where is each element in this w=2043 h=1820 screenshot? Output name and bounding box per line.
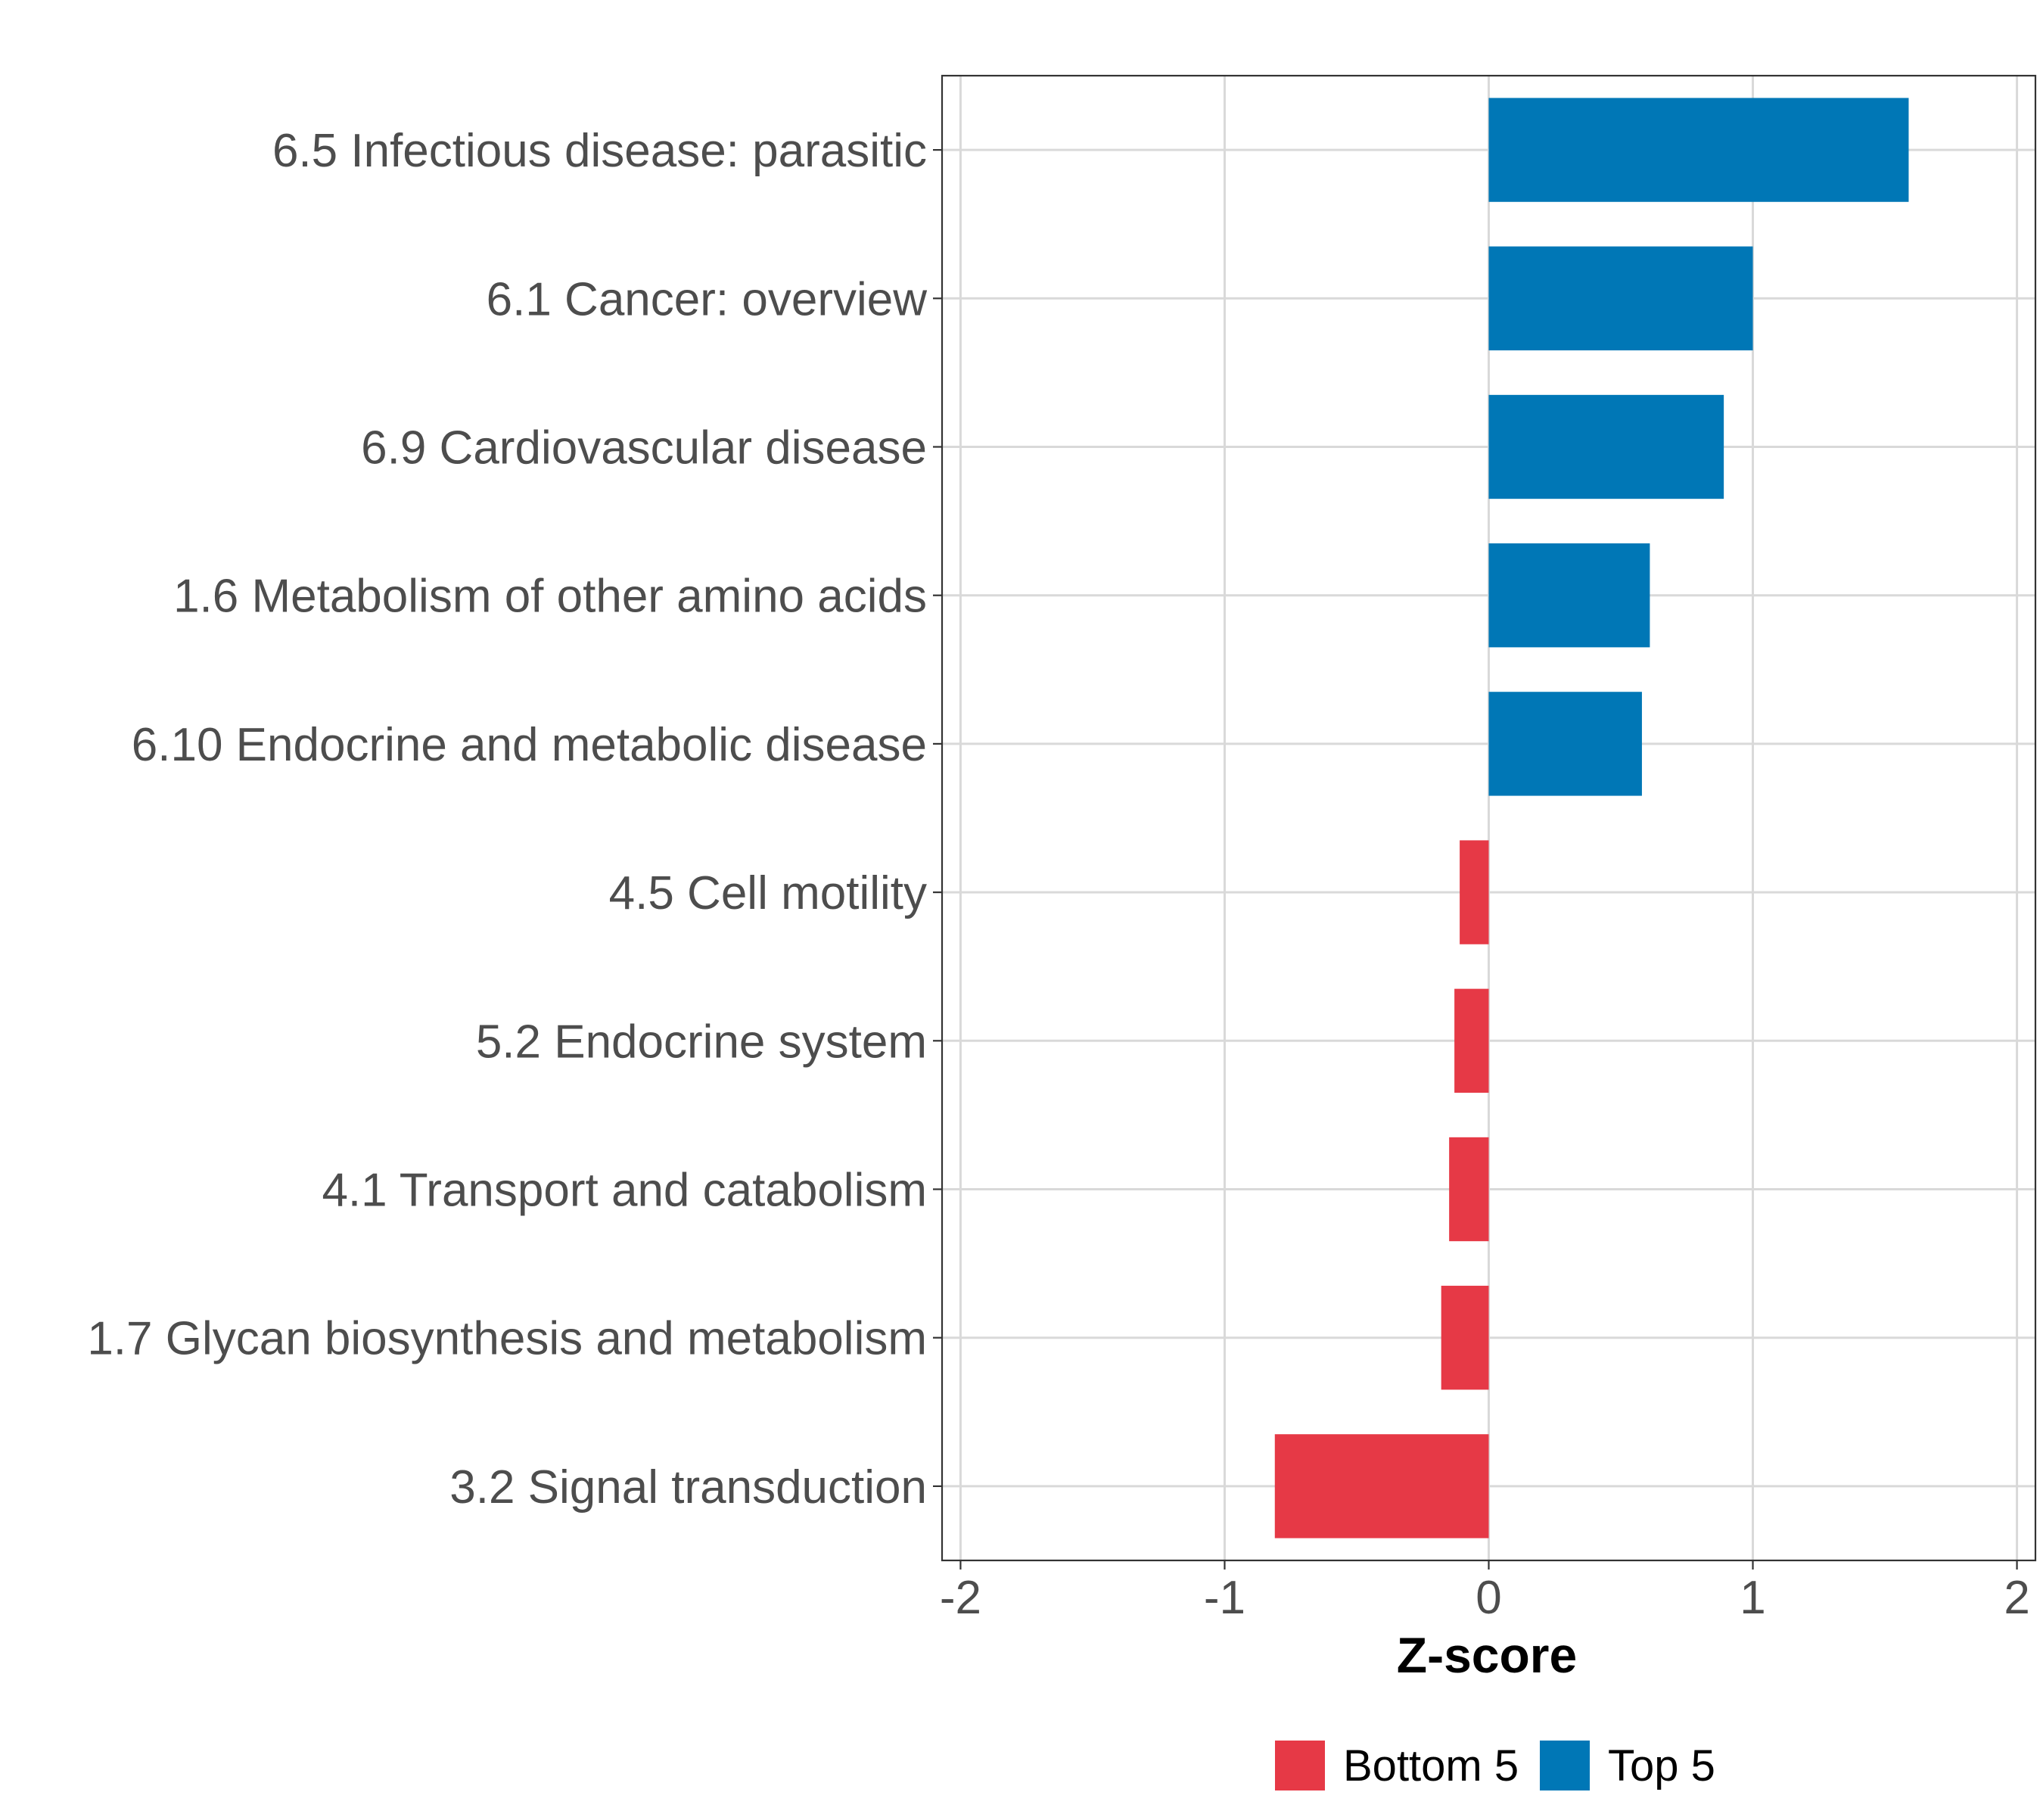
y-tick-label: 3.2 Signal transduction (449, 1461, 927, 1514)
x-tick-label: 0 (1476, 1572, 1501, 1624)
legend-key (1540, 1741, 1590, 1790)
x-tick-label: 2 (2004, 1572, 2029, 1624)
y-tick-label: 6.10 Endocrine and metabolic disease (132, 719, 927, 771)
legend-key (1275, 1741, 1325, 1790)
y-tick-label: 1.6 Metabolism of other amino acids (173, 571, 927, 623)
bars (1274, 98, 1909, 1538)
y-tick-label: 6.9 Cardiovascular disease (361, 422, 927, 474)
bar (1488, 692, 1642, 796)
x-tick-label: -1 (1204, 1572, 1245, 1624)
bar (1488, 394, 1724, 499)
x-tick-label: 1 (1740, 1572, 1765, 1624)
legend-label: Top 5 (1608, 1741, 1715, 1790)
x-axis: -2 -1 0 1 2 (940, 1560, 2030, 1624)
bar (1274, 1434, 1489, 1538)
y-axis: 6.5 Infectious disease: parasitic 6.1 Can… (87, 125, 942, 1514)
y-tick-label: 6.5 Infectious disease: parasitic (272, 125, 927, 177)
y-tick-label: 6.1 Cancer: overview (487, 273, 928, 325)
bar (1488, 543, 1650, 648)
bar (1454, 988, 1489, 1093)
bar (1460, 840, 1489, 944)
y-tick-label: 5.2 Endocrine system (476, 1016, 927, 1068)
x-tick-label: -2 (940, 1572, 981, 1624)
bar (1488, 98, 1909, 202)
bar (1449, 1137, 1489, 1242)
y-tick-label: 4.5 Cell motility (609, 867, 927, 919)
x-axis-label: Z-score (1397, 1627, 1577, 1683)
bar (1441, 1286, 1489, 1390)
y-tick-label: 4.1 Transport and catabolism (322, 1165, 927, 1217)
legend-label: Bottom 5 (1343, 1741, 1519, 1790)
legend: Bottom 5 Top 5 (1275, 1741, 1715, 1790)
y-tick-label: 1.7 Glycan biosynthesis and metabolism (87, 1313, 927, 1365)
bar (1488, 246, 1753, 350)
